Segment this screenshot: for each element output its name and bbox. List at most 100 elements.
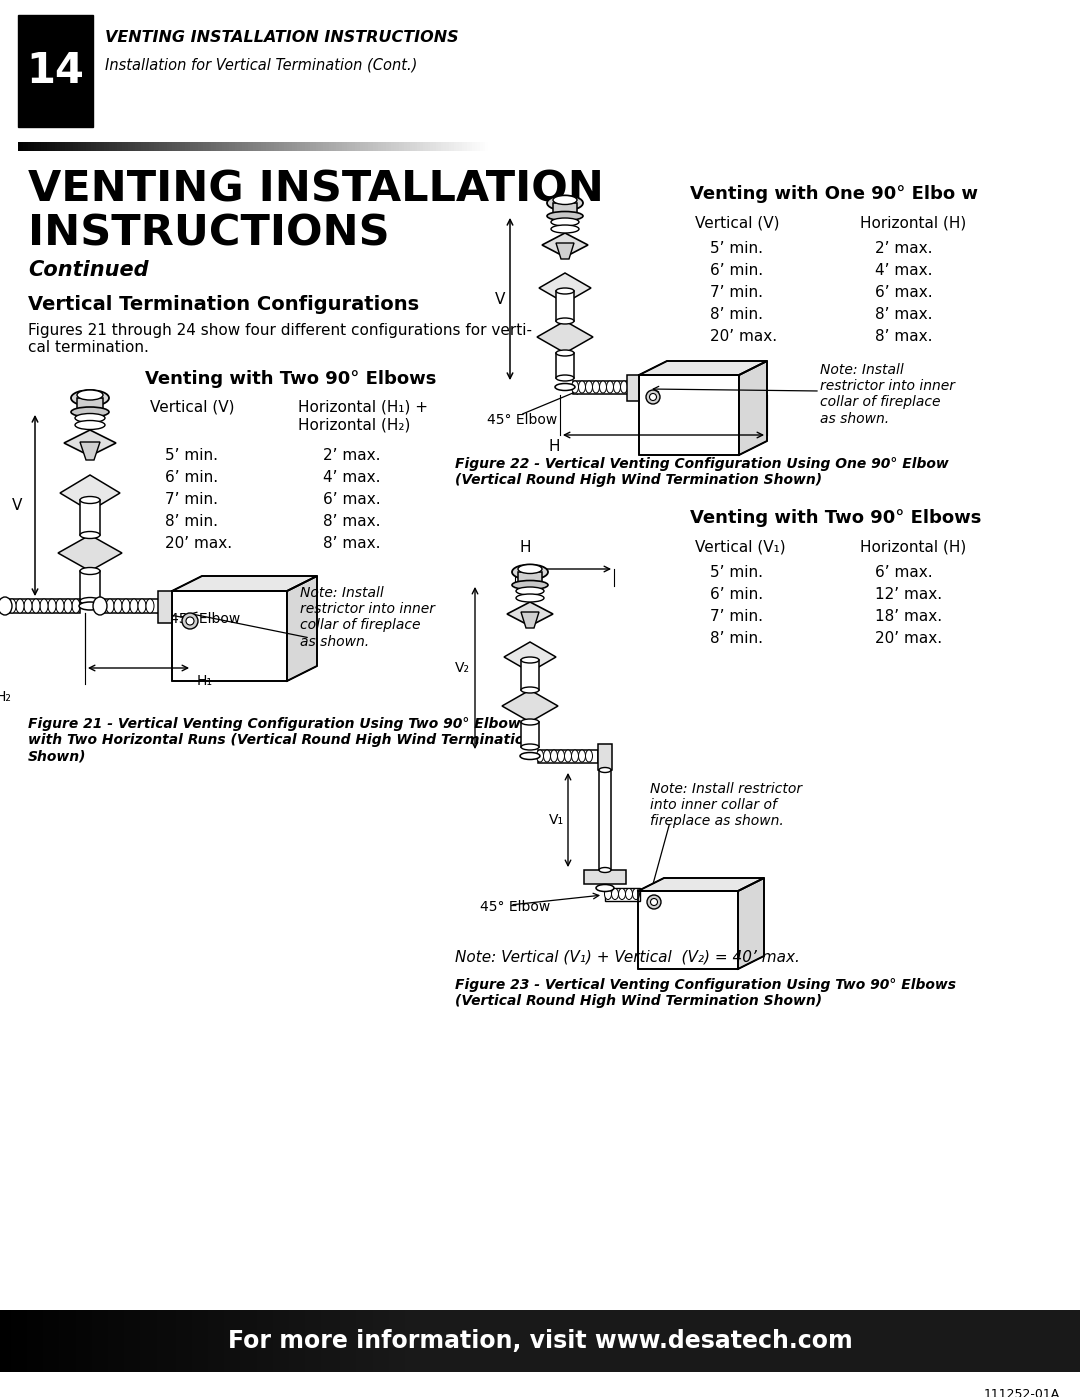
Bar <box>316 1310 319 1372</box>
Bar <box>545 1310 549 1372</box>
Bar <box>558 142 562 151</box>
Bar <box>765 1310 767 1372</box>
Text: V₁: V₁ <box>549 813 564 827</box>
Bar <box>761 1310 765 1372</box>
Bar <box>470 142 473 151</box>
Bar <box>1034 142 1037 151</box>
Bar <box>887 142 890 151</box>
Ellipse shape <box>585 750 593 761</box>
Bar <box>697 142 700 151</box>
Bar <box>556 1310 559 1372</box>
Bar <box>462 1310 464 1372</box>
Bar <box>848 142 851 151</box>
Bar <box>705 1310 707 1372</box>
Bar <box>348 1310 351 1372</box>
Bar <box>308 142 311 151</box>
Bar <box>796 142 799 151</box>
Ellipse shape <box>611 888 619 900</box>
Text: H₁: H₁ <box>197 673 213 687</box>
Bar <box>38 1310 41 1372</box>
Text: 2’ max.: 2’ max. <box>875 242 932 256</box>
Bar <box>31 142 35 151</box>
Bar <box>783 142 786 151</box>
Bar <box>1042 1310 1045 1372</box>
Bar <box>673 142 676 151</box>
Bar <box>824 1310 826 1372</box>
Bar <box>109 142 112 151</box>
Bar <box>820 142 822 151</box>
Bar <box>816 142 820 151</box>
Bar <box>490 142 494 151</box>
Bar <box>721 1310 724 1372</box>
Bar <box>414 1310 416 1372</box>
Bar <box>52 142 55 151</box>
Bar <box>498 142 501 151</box>
Bar <box>448 1310 451 1372</box>
Bar <box>786 1310 788 1372</box>
Bar <box>84 1310 86 1372</box>
Bar <box>188 142 191 151</box>
Bar <box>616 1310 619 1372</box>
Bar <box>759 142 762 151</box>
Bar <box>848 1310 851 1372</box>
Text: VENTING INSTALLATION: VENTING INSTALLATION <box>28 168 604 210</box>
Bar <box>100 599 160 613</box>
Bar <box>885 142 888 151</box>
Bar <box>586 1310 589 1372</box>
Bar <box>94 142 97 151</box>
Bar <box>359 1310 362 1372</box>
Bar <box>670 1310 673 1372</box>
Bar <box>874 142 877 151</box>
Ellipse shape <box>16 599 24 613</box>
Bar <box>335 1310 338 1372</box>
Bar <box>275 1310 279 1372</box>
Bar <box>232 142 235 151</box>
Bar <box>227 1310 230 1372</box>
Bar <box>462 142 464 151</box>
Bar <box>227 142 230 151</box>
Bar <box>597 142 600 151</box>
Bar <box>707 1310 711 1372</box>
Text: 45° Elbow: 45° Elbow <box>480 900 550 914</box>
Bar <box>971 142 974 151</box>
Bar <box>24 142 26 151</box>
Bar <box>775 142 778 151</box>
Bar <box>772 142 775 151</box>
Bar <box>976 142 978 151</box>
Bar <box>127 1310 130 1372</box>
Ellipse shape <box>579 381 585 393</box>
Bar <box>337 142 339 151</box>
Text: Venting with Two 90° Elbows: Venting with Two 90° Elbows <box>145 370 436 388</box>
Ellipse shape <box>556 319 573 324</box>
Bar <box>1067 1310 1069 1372</box>
Bar <box>592 1310 594 1372</box>
Bar <box>564 142 567 151</box>
Bar <box>997 142 1000 151</box>
Bar <box>144 1310 146 1372</box>
Bar <box>538 750 598 763</box>
Bar <box>950 1310 954 1372</box>
Bar <box>535 142 538 151</box>
Bar <box>791 142 794 151</box>
Bar <box>218 1310 221 1372</box>
Bar <box>119 1310 122 1372</box>
Bar <box>441 142 444 151</box>
Bar <box>421 1310 424 1372</box>
Bar <box>229 142 232 151</box>
Bar <box>713 1310 716 1372</box>
Bar <box>868 142 872 151</box>
Bar <box>605 142 608 151</box>
Ellipse shape <box>579 750 585 761</box>
Bar <box>347 142 350 151</box>
Bar <box>391 1310 394 1372</box>
Bar <box>522 142 525 151</box>
Ellipse shape <box>98 599 106 613</box>
Bar <box>513 1310 516 1372</box>
Bar <box>102 142 105 151</box>
Bar <box>1010 1310 1013 1372</box>
Bar <box>488 142 491 151</box>
Bar <box>334 142 337 151</box>
Bar <box>518 571 542 585</box>
Bar <box>535 1310 538 1372</box>
Bar <box>76 142 79 151</box>
